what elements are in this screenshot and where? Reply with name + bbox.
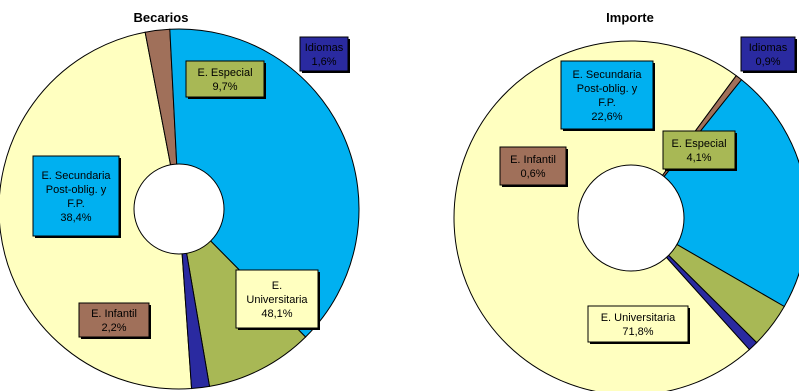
label-line: Post-oblig. y (46, 184, 107, 196)
label-line: E. Universitaria (601, 312, 676, 324)
label-line: 4,1% (686, 152, 711, 164)
label-line: E. Infantil (510, 154, 556, 166)
chart-title-importe: Importe (606, 10, 654, 25)
label-line: 2,2% (101, 322, 126, 334)
label-box (299, 36, 349, 72)
label-line: E. Especial (671, 138, 726, 150)
label-line: E. Infantil (91, 308, 137, 320)
label-box (499, 146, 567, 186)
label-line: E. (272, 280, 282, 292)
label-line: F.P. (67, 198, 85, 210)
data-label-especial: E. Especial 9,7% (185, 60, 266, 99)
label-line: E. Especial (197, 67, 252, 79)
data-label-infantil: E. Infantil 0,6% (499, 146, 568, 187)
donut-hole (577, 164, 685, 272)
label-box (235, 269, 319, 329)
slice-secundaria (630, 79, 799, 308)
label-line: 0,6% (520, 168, 545, 180)
chart-becarios: Becarios E. Universitaria 48,1% E. Infantil… (0, 10, 360, 390)
label-line: Post-oblig. y (577, 83, 638, 95)
label-line: 9,7% (212, 81, 237, 93)
label-box (32, 155, 120, 237)
label-box (587, 305, 689, 343)
label-line: 71,8% (622, 326, 653, 338)
label-line: 1,6% (311, 56, 336, 68)
chart-title-becarios: Becarios (134, 10, 189, 25)
label-box (560, 60, 654, 130)
slice-secundaria (169, 28, 360, 338)
data-label-idiomas: Idiomas 0,9% (740, 36, 797, 73)
data-label-secundaria: E. Secundaria Post-oblig. y F.P. 22,6% (560, 60, 655, 131)
label-line: 22,6% (591, 111, 622, 123)
label-line: 38,4% (60, 212, 91, 224)
data-label-universitaria: E. Universitaria 48,1% (235, 269, 320, 330)
label-line: Universitaria (246, 294, 308, 306)
donut-hole (133, 163, 225, 255)
chart-importe: Importe E. Universitaria 71,8% E. Infantil… (453, 10, 799, 391)
label-box (78, 302, 150, 338)
data-label-secundaria: E. Secundaria Post-oblig. y F.P. 38,4% (32, 155, 121, 238)
label-line: 0,9% (755, 56, 780, 68)
label-line: F.P. (598, 97, 616, 109)
slice-idiomas (178, 208, 211, 390)
label-box (662, 130, 736, 170)
label-line: Idiomas (305, 42, 344, 54)
label-line: Idiomas (749, 42, 788, 54)
label-line: 48,1% (261, 308, 292, 320)
label-line: E. Secundaria (41, 170, 111, 182)
label-box (185, 60, 265, 98)
data-label-especial: E. Especial 4,1% (662, 130, 737, 171)
data-label-infantil: E. Infantil 2,2% (78, 302, 151, 339)
data-label-idiomas: Idiomas 1,6% (299, 36, 350, 73)
data-label-universitaria: E. Universitaria 71,8% (587, 305, 690, 344)
label-line: E. Secundaria (572, 69, 642, 81)
label-box (740, 36, 796, 72)
